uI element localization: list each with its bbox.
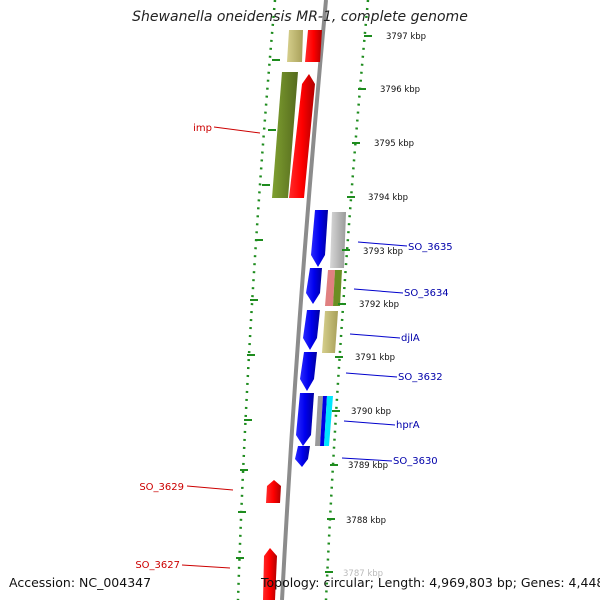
- gene-so3634: [306, 268, 322, 304]
- gene-label-so3632: SO_3632: [398, 372, 443, 383]
- scale-label: 3792 kbp: [359, 300, 399, 310]
- gene-label-djla: djlA: [401, 333, 420, 344]
- forward-genes: [295, 210, 328, 467]
- map-title: Shewanella oneidensis MR-1, complete gen…: [132, 9, 468, 25]
- gene-so3627: [263, 548, 277, 600]
- gene-djla: [303, 310, 320, 350]
- scale-label: 3789 kbp: [348, 461, 388, 471]
- feature-track-forward: [315, 212, 346, 446]
- scale-label: 3794 kbp: [368, 193, 408, 203]
- gene-imp: [289, 74, 315, 198]
- gene-so3629: [266, 480, 281, 503]
- gene-label-hpra: hprA: [396, 420, 420, 431]
- scale-label: 3795 kbp: [374, 139, 414, 149]
- scale-label: 3793 kbp: [363, 247, 403, 257]
- scale-labels: 3797 kbp 3796 kbp 3795 kbp 3794 kbp 3793…: [343, 32, 426, 579]
- gene-block: [305, 30, 322, 62]
- scale-label: 3790 kbp: [351, 407, 391, 417]
- scale-label: 3791 kbp: [355, 353, 395, 363]
- reverse-genes: [263, 30, 322, 600]
- gene-labels: imp SO_3635 SO_3634 djlA SO_3632 hprA SO…: [135, 123, 452, 571]
- accession-label: Accession: NC_004347: [9, 575, 152, 590]
- gene-label-so3630: SO_3630: [393, 456, 438, 467]
- gene-hpra: [296, 393, 314, 446]
- gene-label-so3629: SO_3629: [139, 482, 184, 493]
- gene-label-so3627: SO_3627: [135, 560, 180, 571]
- scale-label: 3787 kbp: [343, 569, 383, 579]
- gene-label-so3634: SO_3634: [404, 288, 449, 299]
- scale-label: 3788 kbp: [346, 516, 386, 526]
- gc-skew-ticks: [236, 59, 280, 559]
- scale-label: 3796 kbp: [380, 85, 420, 95]
- gene-so3635: [311, 210, 328, 267]
- topology-label: Topology: circular; Length: 4,969,803 bp…: [261, 575, 600, 590]
- scale-ticks: [325, 35, 372, 573]
- gene-so3632: [300, 352, 317, 391]
- gene-so3630: [295, 446, 310, 467]
- scale-label: 3797 kbp: [386, 32, 426, 42]
- genome-backbone: [280, 0, 328, 600]
- gene-label-so3635: SO_3635: [408, 242, 453, 253]
- feature-track-reverse: [272, 30, 303, 198]
- gene-label-imp: imp: [193, 123, 212, 134]
- gene-label-leaders: [181, 126, 408, 569]
